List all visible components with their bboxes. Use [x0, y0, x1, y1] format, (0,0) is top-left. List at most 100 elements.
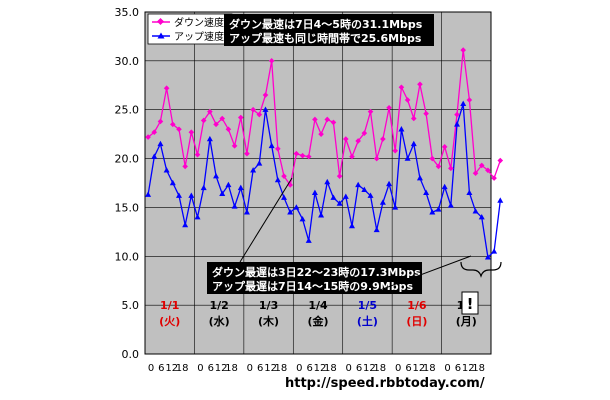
- data-point-up: [237, 184, 244, 191]
- x-tick-label: 18: [373, 363, 386, 374]
- data-point-up: [318, 212, 325, 218]
- data-point-up: [435, 206, 442, 212]
- data-point-up: [163, 167, 170, 173]
- x-tick-label: 12: [412, 363, 425, 374]
- x-tick-label: 6: [208, 363, 214, 374]
- data-point-down: [361, 130, 368, 136]
- data-point-down: [398, 84, 405, 91]
- data-point-up: [478, 214, 485, 220]
- data-point-down: [305, 153, 312, 160]
- legend-marker-up: [157, 32, 165, 39]
- data-point-down: [367, 108, 374, 115]
- exclaim-mark: !: [467, 295, 474, 313]
- data-point-up: [342, 193, 349, 199]
- data-point-down: [157, 118, 164, 125]
- data-point-up: [250, 167, 257, 173]
- y-tick-label: 0.0: [122, 348, 140, 361]
- data-point-up: [274, 176, 281, 183]
- series-line-1: [147, 103, 501, 259]
- data-point-down: [491, 175, 497, 181]
- data-point-up: [423, 189, 430, 195]
- data-point-up: [379, 199, 386, 205]
- data-point-down: [380, 136, 386, 142]
- data-point-down: [373, 155, 380, 162]
- data-point-down: [318, 131, 324, 137]
- data-point-up: [145, 191, 152, 197]
- data-point-up: [491, 248, 498, 254]
- legend-label-down: ダウン速度: [174, 16, 224, 29]
- data-point-down: [200, 117, 207, 124]
- data-point-down: [163, 85, 170, 92]
- day-dow-label: (火): [159, 315, 180, 328]
- data-point-down: [312, 116, 318, 123]
- x-tick-label: 0: [197, 363, 203, 374]
- data-point-down: [176, 126, 182, 133]
- data-point-down: [225, 126, 232, 133]
- x-tick-label: 6: [158, 363, 164, 374]
- data-point-down: [392, 147, 399, 154]
- annotation-slowest-box: [207, 262, 422, 294]
- x-tick-label: 6: [306, 363, 312, 374]
- data-point-up: [151, 153, 158, 159]
- x-tick-label: 12: [264, 363, 277, 374]
- data-point-down: [386, 104, 392, 111]
- data-point-down: [194, 151, 201, 158]
- y-tick-label: 10.0: [115, 250, 140, 263]
- data-point-up: [324, 178, 331, 185]
- data-point-down: [262, 92, 269, 98]
- data-point-up: [386, 180, 393, 187]
- data-point-down: [256, 111, 263, 118]
- data-point-up: [188, 192, 195, 198]
- data-point-down: [151, 129, 158, 135]
- data-point-up: [305, 237, 312, 243]
- data-point-up: [299, 215, 306, 222]
- data-point-down: [231, 143, 238, 149]
- day-dow-label: (日): [406, 315, 427, 328]
- data-point-up: [460, 100, 467, 107]
- y-tick-label: 35.0: [115, 6, 140, 19]
- y-tick-label: 5.0: [122, 299, 140, 312]
- day-dow-label: (木): [258, 314, 279, 328]
- gridlines: [145, 12, 491, 354]
- data-point-up: [348, 222, 355, 229]
- source-url: http://speed.rbbtoday.com/: [285, 376, 485, 391]
- data-point-down: [460, 47, 466, 53]
- day-dow-label: (水): [209, 314, 230, 328]
- data-point-up: [206, 135, 213, 142]
- x-tick-label: 0: [247, 363, 253, 374]
- data-point-down: [170, 121, 176, 128]
- x-tick-label: 6: [405, 363, 411, 374]
- x-tick-label: 0: [395, 363, 401, 374]
- x-tick-label: 18: [423, 363, 436, 374]
- data-point-up: [175, 192, 182, 198]
- data-point-up: [219, 190, 226, 196]
- legend: ダウン速度 アップ速度: [147, 13, 233, 45]
- data-point-down: [336, 173, 343, 179]
- annotation-pointer-up: [379, 255, 472, 291]
- data-point-down: [404, 97, 411, 103]
- data-point-down: [330, 119, 337, 126]
- x-tick-label: 12: [215, 363, 228, 374]
- x-tick-label: 6: [356, 363, 362, 374]
- data-point-up: [281, 194, 288, 200]
- data-point-up: [268, 142, 275, 149]
- data-point-up: [231, 203, 238, 209]
- x-tick-label: 12: [314, 363, 327, 374]
- data-point-up: [497, 197, 504, 203]
- data-point-down: [423, 110, 429, 117]
- x-tick-label: 18: [225, 363, 238, 374]
- x-tick-label: 0: [346, 363, 352, 374]
- series-lines: [147, 50, 501, 259]
- data-point-down: [188, 129, 195, 135]
- data-point-down: [343, 136, 349, 142]
- annotation-fastest-line1: ダウン最速は7日4～5時の31.1Mbps: [229, 17, 423, 31]
- annotation-slowest-line1: ダウン最遅は3日22～23時の17.3Mbps: [212, 265, 421, 279]
- x-tick-label: 6: [455, 363, 461, 374]
- data-point-down: [207, 108, 213, 115]
- data-point-up: [367, 192, 374, 198]
- data-point-up: [243, 209, 250, 215]
- day-date-label: 1/5: [358, 299, 377, 312]
- plot-area: [144, 11, 492, 355]
- y-axis-ticks: 0.0 5.0 10.0 15.0 20.0 25.0 30.0 35.0: [115, 6, 140, 361]
- x-tick-label: 12: [363, 363, 376, 374]
